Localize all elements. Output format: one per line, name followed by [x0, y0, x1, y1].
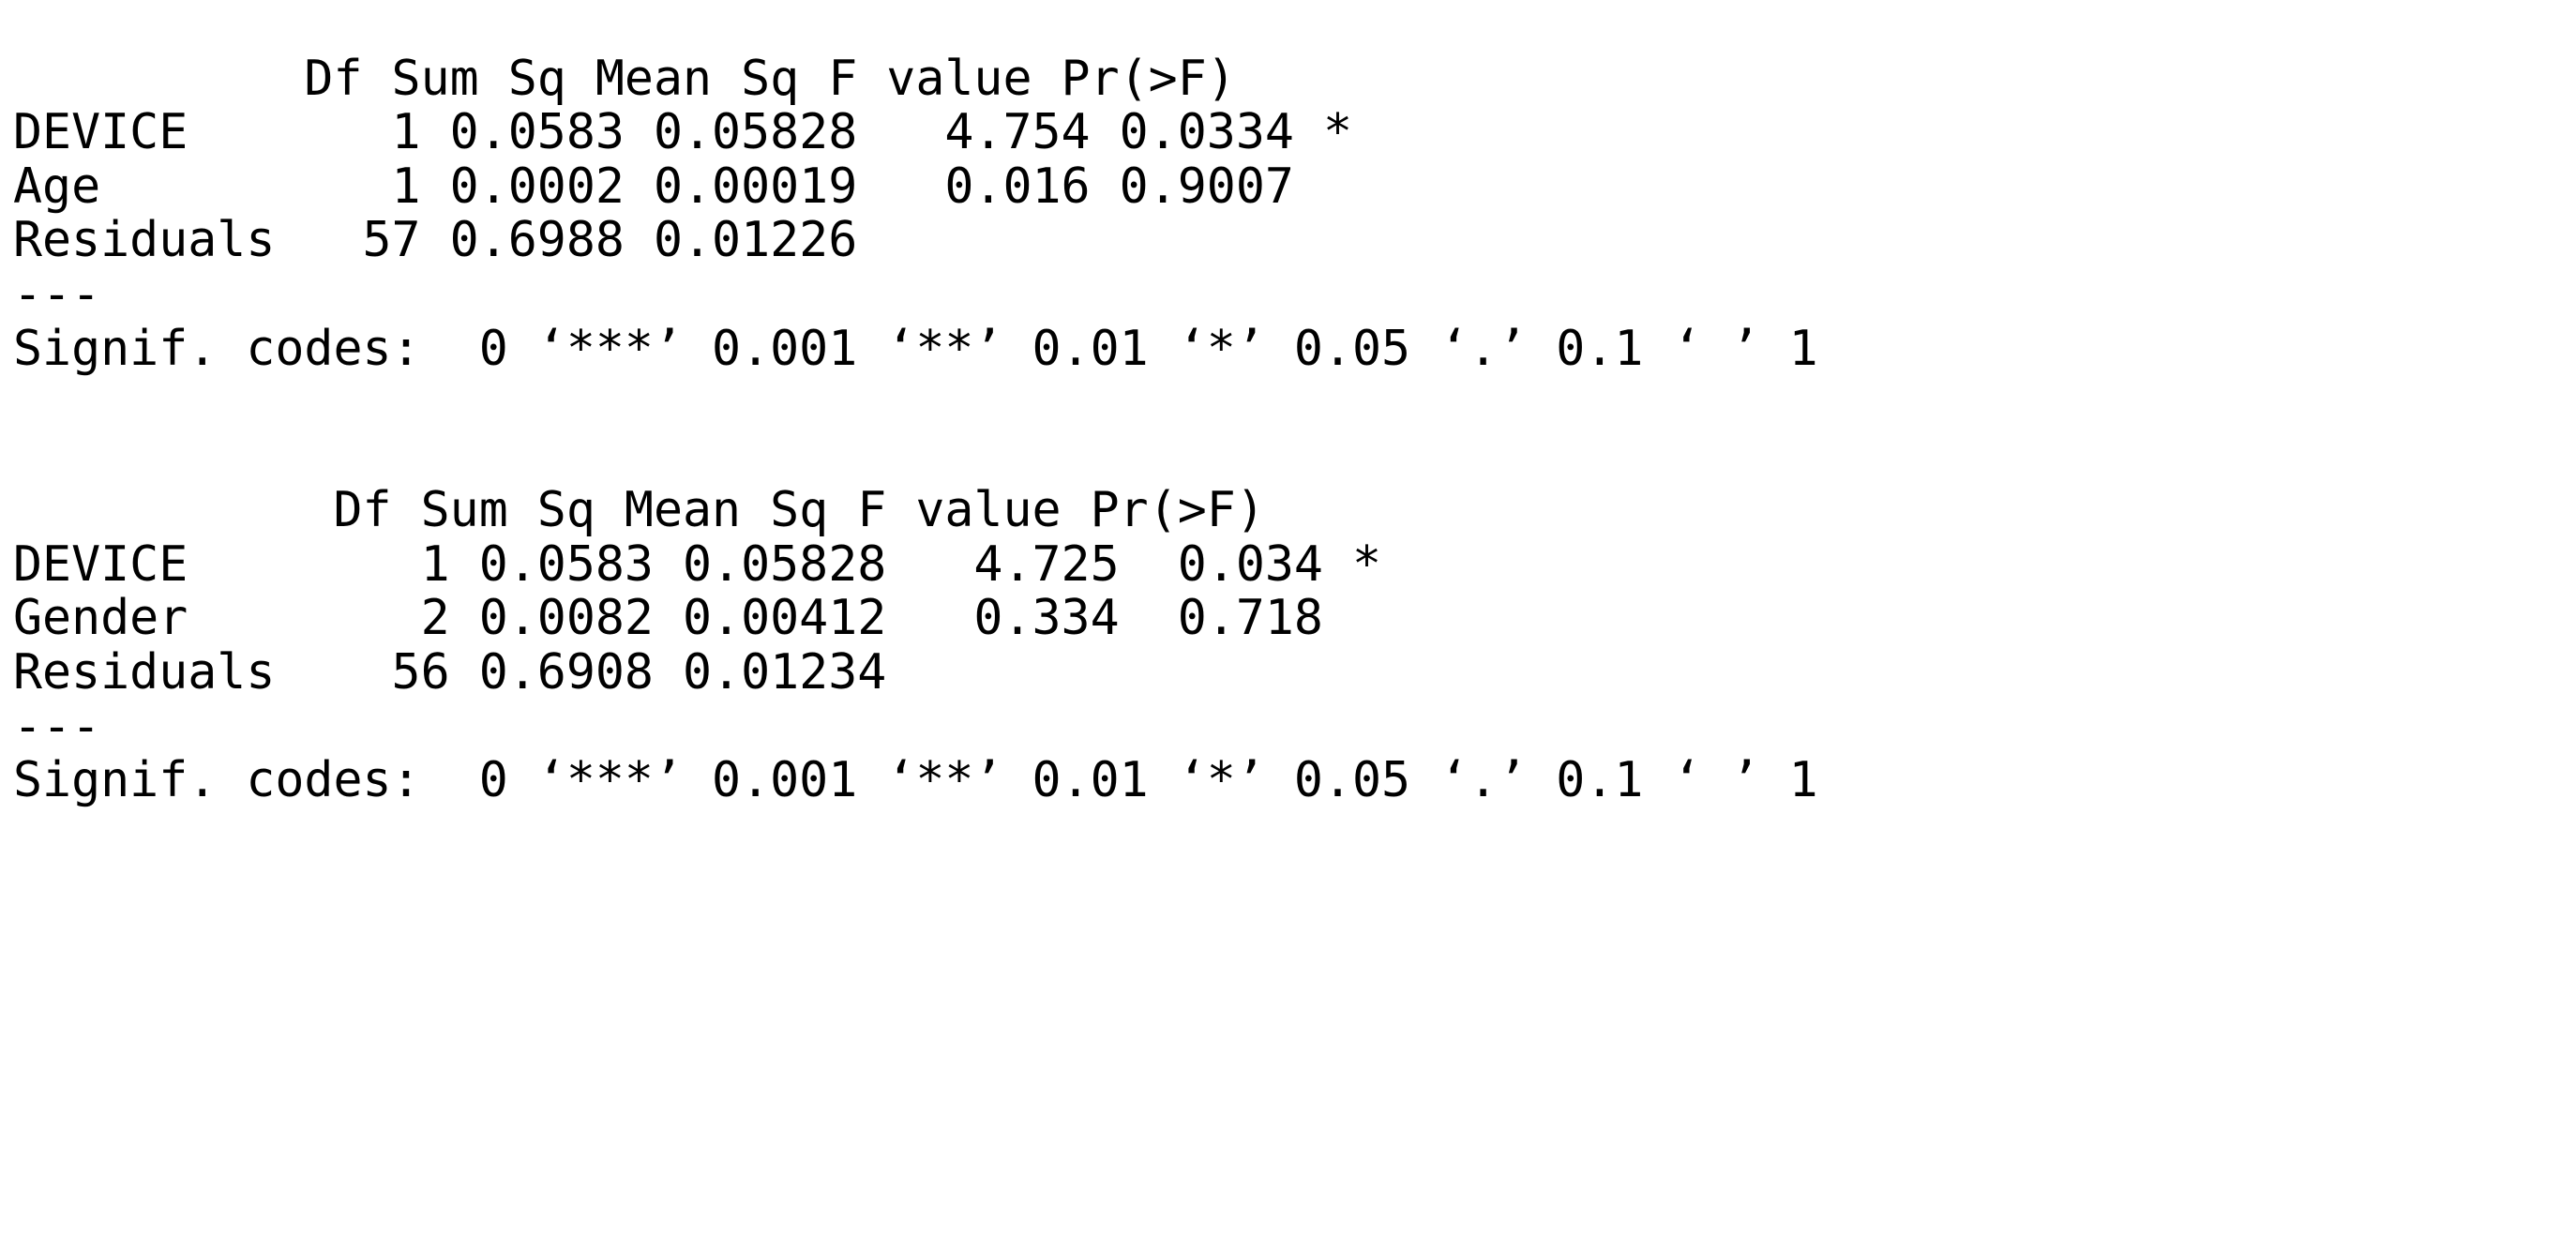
anova-2-signif-codes: Signif. codes: 0 ‘***’ 0.001 ‘**’ 0.01 ‘… [13, 752, 1818, 809]
anova-1-rule: --- [13, 265, 101, 323]
anova-2-row-residuals: Residuals 56 0.6908 0.01234 [13, 643, 887, 701]
anova-2-rule: --- [13, 698, 101, 755]
anova-2-row-gender: Gender 2 0.0082 0.00412 0.334 0.718 [13, 590, 1323, 647]
anova-block-1: Df Sum Sq Mean Sq F value Pr(>F) DEVICE 1… [13, 50, 2564, 377]
anova-2-header-row: Df Sum Sq Mean Sq F value Pr(>F) [13, 482, 1265, 539]
anova-1-header-row: Df Sum Sq Mean Sq F value Pr(>F) [13, 50, 1236, 107]
anova-1-row-residuals: Residuals 57 0.6988 0.01226 [13, 212, 858, 269]
anova-2-row-device: DEVICE 1 0.0583 0.05828 4.725 0.034 * [13, 535, 1382, 593]
anova-1-row-device: DEVICE 1 0.0583 0.05828 4.754 0.0334 * [13, 104, 1352, 161]
anova-1-signif-codes: Signif. codes: 0 ‘***’ 0.001 ‘**’ 0.01 ‘… [13, 320, 1818, 377]
console-output: Df Sum Sq Mean Sq F value Pr(>F) DEVICE 1… [13, 50, 2564, 808]
anova-1-row-age: Age 1 0.0002 0.00019 0.016 0.9007 [13, 158, 1294, 215]
anova-block-2: Df Sum Sq Mean Sq F value Pr(>F) DEVICE 1… [13, 484, 2564, 808]
block-separator [13, 376, 2564, 484]
